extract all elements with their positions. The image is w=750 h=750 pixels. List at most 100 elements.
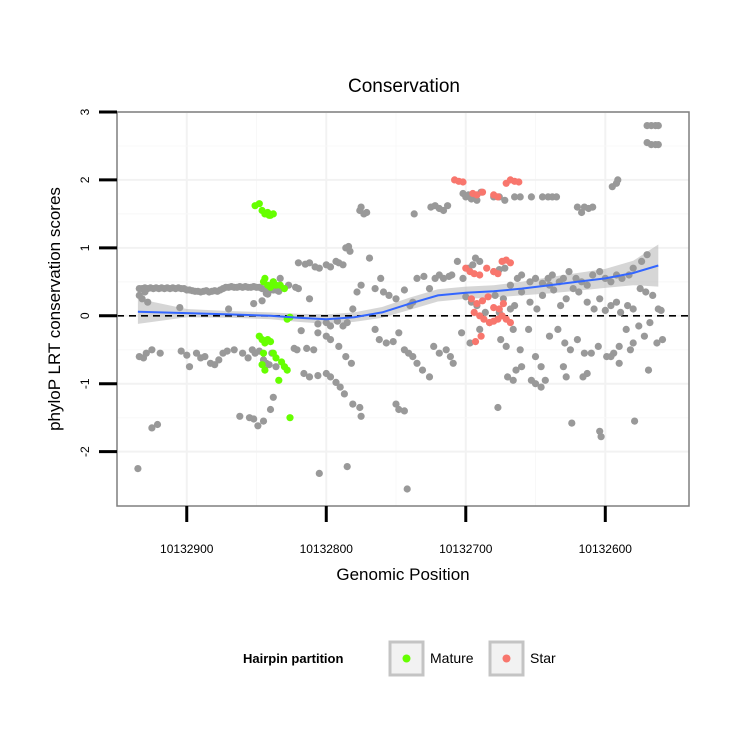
star-point bbox=[499, 300, 507, 308]
other-point bbox=[594, 342, 602, 350]
other-point bbox=[315, 469, 323, 477]
other-point bbox=[587, 349, 595, 357]
other-point bbox=[259, 417, 268, 425]
other-point bbox=[601, 306, 609, 314]
legend-entry-star: Star bbox=[488, 640, 556, 677]
other-point bbox=[258, 297, 266, 305]
y-tick-label: 3 bbox=[78, 108, 92, 115]
star-point bbox=[470, 270, 478, 278]
other-point bbox=[557, 302, 565, 310]
other-point bbox=[293, 346, 301, 354]
other-point bbox=[559, 274, 568, 282]
other-point bbox=[580, 349, 589, 357]
other-point bbox=[385, 291, 393, 299]
other-point bbox=[649, 291, 657, 299]
mature-point bbox=[266, 283, 275, 291]
other-point bbox=[250, 415, 258, 423]
other-point bbox=[250, 300, 258, 308]
other-point bbox=[305, 373, 314, 381]
mature-point bbox=[283, 366, 291, 374]
mature-point bbox=[258, 361, 266, 369]
other-point bbox=[449, 359, 457, 367]
other-point bbox=[375, 336, 383, 344]
other-point bbox=[347, 359, 355, 367]
other-point bbox=[239, 349, 247, 357]
chart-title: Conservation bbox=[348, 76, 460, 97]
other-point bbox=[526, 298, 534, 306]
mature-point bbox=[266, 338, 275, 346]
other-point bbox=[657, 306, 665, 314]
other-point bbox=[357, 412, 365, 420]
legend: Hairpin partition Mature Star bbox=[243, 640, 556, 677]
other-point bbox=[420, 272, 428, 280]
other-point bbox=[326, 263, 335, 271]
other-point bbox=[230, 346, 238, 354]
other-point bbox=[413, 359, 421, 367]
smooth-line bbox=[137, 264, 659, 321]
mature-point bbox=[272, 354, 280, 362]
other-point bbox=[400, 286, 408, 294]
other-point bbox=[653, 339, 661, 347]
other-point bbox=[343, 463, 351, 471]
x-tick-label: 10132800 bbox=[300, 542, 354, 556]
other-point bbox=[305, 295, 314, 303]
other-point bbox=[635, 322, 643, 330]
other-point bbox=[442, 346, 450, 354]
other-point bbox=[607, 353, 615, 361]
other-point bbox=[183, 351, 191, 359]
other-point bbox=[439, 274, 448, 282]
x-tick-label: 10132700 bbox=[439, 542, 493, 556]
other-point bbox=[642, 288, 650, 296]
other-point bbox=[510, 193, 519, 201]
other-point bbox=[315, 264, 323, 272]
y-axis: -2 -1 0 1 2 3 bbox=[78, 108, 117, 457]
other-point bbox=[573, 336, 582, 344]
other-point bbox=[612, 298, 621, 306]
star-point bbox=[506, 319, 514, 327]
other-point bbox=[497, 336, 505, 344]
other-point bbox=[491, 291, 499, 299]
star-point bbox=[476, 271, 484, 279]
other-point bbox=[469, 261, 477, 269]
other-point bbox=[629, 264, 637, 272]
other-point bbox=[371, 285, 379, 293]
other-point bbox=[418, 366, 427, 374]
other-point bbox=[326, 336, 335, 344]
other-point bbox=[476, 325, 484, 333]
star-point bbox=[490, 304, 498, 312]
other-point bbox=[425, 373, 434, 381]
other-point bbox=[618, 274, 626, 282]
other-point bbox=[176, 304, 184, 312]
other-point bbox=[636, 285, 644, 293]
other-point bbox=[525, 325, 533, 333]
other-point bbox=[314, 320, 322, 328]
legend-label: Mature bbox=[430, 650, 474, 666]
y-tick-label: -1 bbox=[78, 378, 92, 389]
other-point bbox=[646, 319, 654, 327]
x-axis-label: Genomic Position bbox=[336, 565, 469, 584]
other-point bbox=[554, 325, 562, 333]
other-point bbox=[339, 261, 347, 269]
other-point bbox=[336, 383, 344, 391]
other-point bbox=[566, 346, 575, 354]
other-point bbox=[453, 257, 461, 265]
other-point bbox=[622, 325, 630, 333]
other-point bbox=[559, 363, 568, 371]
other-point bbox=[138, 295, 146, 303]
other-point bbox=[446, 353, 454, 361]
star-point bbox=[480, 315, 488, 323]
other-point bbox=[389, 338, 397, 346]
other-point bbox=[596, 268, 604, 276]
mature-point bbox=[255, 200, 263, 208]
other-point bbox=[658, 336, 667, 344]
other-point bbox=[363, 208, 371, 217]
other-point bbox=[626, 346, 635, 354]
star-points bbox=[451, 176, 523, 346]
other-point bbox=[640, 332, 649, 340]
other-point bbox=[583, 281, 591, 289]
other-point bbox=[223, 347, 231, 355]
other-point bbox=[225, 305, 233, 313]
other-point bbox=[148, 424, 156, 432]
other-point bbox=[583, 369, 591, 378]
y-tick-label: 1 bbox=[78, 244, 92, 251]
